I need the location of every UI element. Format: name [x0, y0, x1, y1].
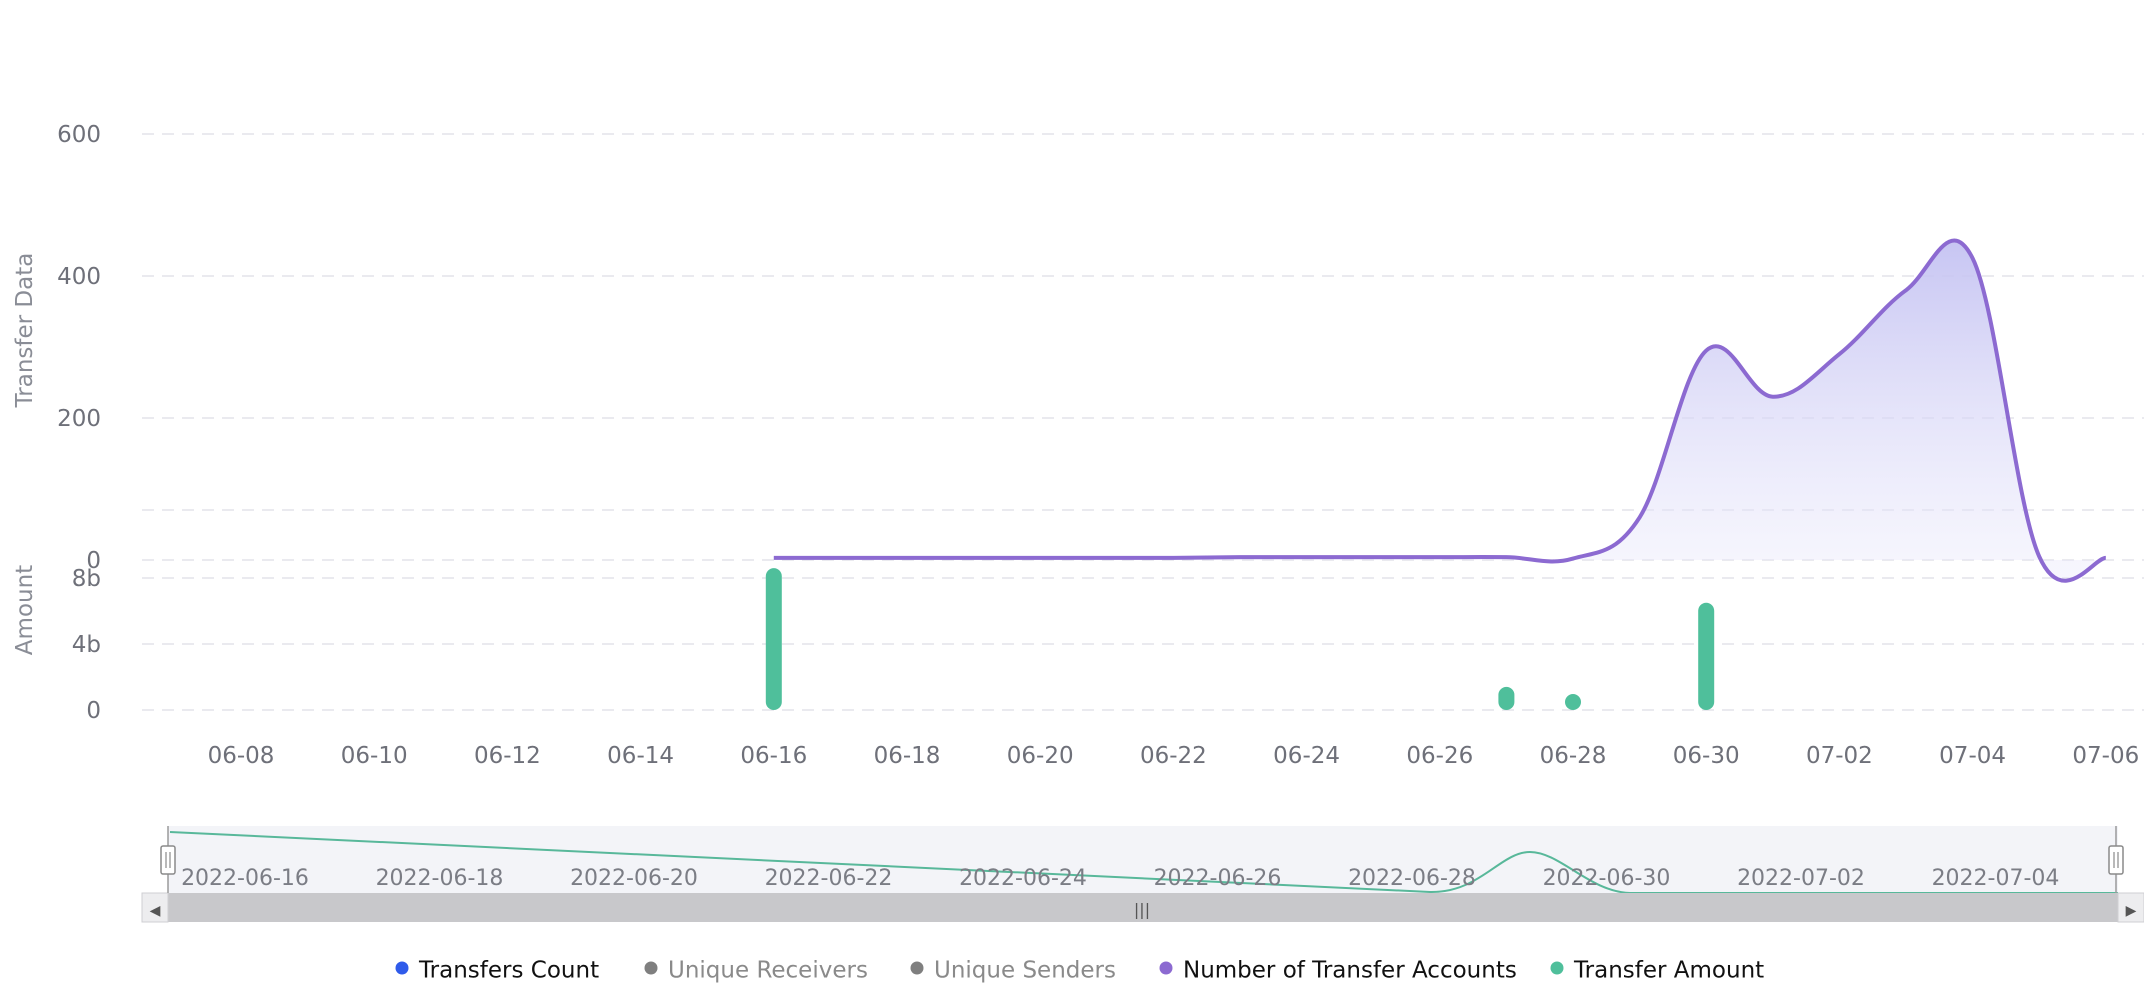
- legend-item[interactable]: Transfer Amount: [1550, 958, 1765, 984]
- x-tick-label: 06-08: [208, 743, 275, 769]
- x-axis: 06-08 06-10 06-12 06-14 06-16 06-18 06-20 06-22…: [208, 743, 2140, 769]
- x-tick-label: 06-18: [874, 743, 941, 769]
- zoom-right-handle[interactable]: [2108, 826, 2124, 893]
- amount-bar: [1698, 602, 1715, 710]
- zoom-scroll-left-button[interactable]: [141, 892, 169, 923]
- x-tick-label: 06-16: [740, 743, 807, 769]
- legend-item[interactable]: Unique Receivers: [644, 958, 868, 984]
- top-y-tick-label: 600: [57, 122, 101, 148]
- zoom-drag-handle-icon[interactable]: |||: [1134, 900, 1150, 919]
- amount-bar: [765, 568, 782, 710]
- zoom-handle-knob[interactable]: [160, 845, 176, 875]
- legend-marker: [1159, 961, 1173, 975]
- legend-item[interactable]: Transfers Count: [395, 958, 600, 984]
- legend-item[interactable]: Unique Senders: [910, 958, 1116, 984]
- series-area-layer: [773, 238, 2107, 583]
- bottom-y-axis-title: Amount: [12, 565, 38, 655]
- x-tick-label: 06-12: [474, 743, 541, 769]
- zoom-date-label: 2022-07-04: [1932, 866, 2060, 891]
- x-tick-label: 06-30: [1673, 743, 1740, 769]
- x-tick-label: 07-06: [2072, 743, 2139, 769]
- chevron-left-icon[interactable]: ◀: [150, 903, 161, 919]
- amount-bar: [1498, 686, 1515, 710]
- zoom-handle-knob[interactable]: [2108, 845, 2124, 875]
- zoom-date-label: 2022-06-24: [959, 866, 1087, 891]
- legend-marker: [644, 961, 658, 975]
- data-zoom-slider[interactable]: 2022-06-16 2022-06-18 2022-06-20 2022-06-22…: [141, 826, 2144, 923]
- x-tick-label: 06-10: [341, 743, 408, 769]
- x-tick-label: 06-28: [1540, 743, 1607, 769]
- x-tick-label: 06-26: [1406, 743, 1473, 769]
- legend-label[interactable]: Unique Senders: [934, 958, 1116, 984]
- series-bar-layer: [765, 568, 1715, 710]
- top-y-tick-label: 200: [57, 406, 101, 432]
- top-y-axis: 0 200 400 600: [57, 122, 101, 574]
- legend-marker: [1550, 961, 1564, 975]
- zoom-date-label: 2022-06-18: [376, 866, 504, 891]
- zoom-date-label: 2022-07-02: [1737, 866, 1865, 891]
- legend-label[interactable]: Transfers Count: [418, 958, 599, 984]
- zoom-date-label: 2022-06-16: [181, 866, 309, 891]
- x-tick-label: 06-20: [1007, 743, 1074, 769]
- x-tick-label: 07-04: [1939, 743, 2006, 769]
- bottom-y-tick-label: 0: [86, 698, 101, 724]
- bottom-y-tick-label: 4b: [72, 632, 101, 658]
- bottom-y-tick-label: 8b: [72, 566, 101, 592]
- zoom-left-handle[interactable]: [160, 826, 176, 893]
- zoom-date-label: 2022-06-30: [1543, 866, 1671, 891]
- legend: Transfers Count Unique Receivers Unique Se…: [395, 958, 1765, 984]
- amount-bar: [1565, 694, 1581, 710]
- legend-label[interactable]: Unique Receivers: [668, 958, 868, 984]
- zoom-date-label: 2022-06-20: [570, 866, 698, 891]
- accounts-series-line: [773, 238, 2107, 583]
- zoom-preview-line: [169, 831, 2118, 894]
- top-y-tick-label: 0: [86, 548, 101, 574]
- legend-marker: [910, 961, 924, 975]
- zoom-date-label: 2022-06-28: [1348, 866, 1476, 891]
- legend-label[interactable]: Number of Transfer Accounts: [1183, 958, 1517, 984]
- zoom-scroll-right-button[interactable]: [2117, 892, 2144, 923]
- top-y-axis-title: Transfer Data: [12, 253, 38, 409]
- bottom-y-axis: 0 4b 8b: [72, 566, 101, 724]
- legend-label[interactable]: Transfer Amount: [1573, 958, 1764, 984]
- x-tick-label: 06-22: [1140, 743, 1207, 769]
- accounts-area-fill: [773, 240, 2106, 581]
- zoom-date-labels: 2022-06-16 2022-06-18 2022-06-20 2022-06-22…: [181, 866, 2059, 891]
- x-tick-label: 07-02: [1806, 743, 1873, 769]
- zoom-background: [168, 826, 2118, 893]
- legend-marker: [395, 961, 409, 975]
- zoom-scrollbar-track[interactable]: [142, 893, 2118, 922]
- legend-item[interactable]: Number of Transfer Accounts: [1159, 958, 1517, 984]
- x-tick-label: 06-24: [1273, 743, 1340, 769]
- zoom-date-label: 2022-06-26: [1154, 866, 1282, 891]
- x-tick-label: 06-14: [607, 743, 674, 769]
- zoom-date-label: 2022-06-22: [765, 866, 893, 891]
- top-y-tick-label: 400: [57, 264, 101, 290]
- chevron-right-icon[interactable]: ▶: [2126, 903, 2137, 919]
- bottom-grid: [142, 577, 2144, 711]
